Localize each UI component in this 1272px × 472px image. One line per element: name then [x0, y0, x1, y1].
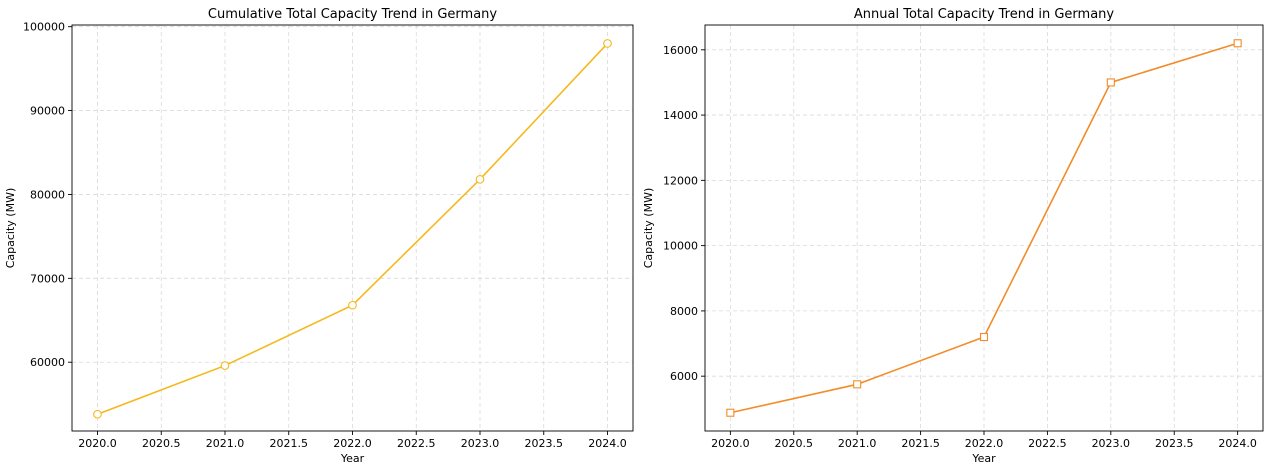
x-tick-label: 2023.0 [1092, 437, 1131, 450]
chart-panel-1: 2020.0 2020.5 2021.0 2021.5 2022.0 2022.5 2023… [4, 7, 634, 465]
x-tick-label: 2021.5 [901, 437, 940, 450]
x-tick-label: 2022.5 [1028, 437, 1067, 450]
x-tick-label: 2021.0 [838, 437, 877, 450]
x-tick-label: 2023.0 [461, 437, 500, 450]
y-tick-label: 12000 [663, 174, 698, 187]
data-point [1106, 78, 1115, 87]
data-point [603, 39, 612, 48]
x-tick-label: 2021.0 [206, 437, 245, 450]
x-tick-label: 2022.5 [397, 437, 436, 450]
chart-panel-2: 2020.0 2020.5 2021.0 2021.5 2022.0 2022.5 2023… [642, 7, 1264, 465]
chart-title: Annual Total Capacity Trend in Germany [854, 7, 1115, 22]
x-tick-label: 2024.0 [1218, 437, 1257, 450]
y-tick-label: 70000 [30, 272, 65, 285]
data-point [853, 380, 862, 389]
x-tick-label: 2024.0 [588, 437, 627, 450]
y-tick-label: 90000 [30, 105, 65, 118]
x-tick-label: 2020.0 [78, 437, 117, 450]
x-tick-label: 2023.5 [1155, 437, 1194, 450]
y-tick-label: 60000 [30, 356, 65, 369]
y-tick-label: 80000 [30, 188, 65, 201]
y-axis-label: Capacity (MW) [642, 188, 655, 269]
y-tick-label: 6000 [670, 370, 698, 383]
chart-title: Cumulative Total Capacity Trend in Germa… [208, 7, 498, 22]
data-point [348, 300, 357, 310]
y-tick-label: 14000 [663, 109, 698, 122]
data-point [475, 174, 485, 184]
x-tick-label: 2020.5 [142, 437, 181, 450]
y-tick-label: 16000 [663, 44, 698, 57]
data-point [979, 332, 989, 342]
x-tick-label: 2020.5 [775, 437, 814, 450]
data-point [93, 409, 102, 419]
x-tick-label: 2020.0 [711, 437, 750, 450]
x-tick-label: 2022.0 [333, 437, 372, 450]
data-point [726, 408, 735, 417]
y-tick-label: 8000 [670, 305, 698, 318]
x-tick-label: 2022.0 [965, 437, 1004, 450]
data-point [1233, 39, 1242, 48]
x-axis-label: Year [340, 452, 365, 465]
y-axis-label: Capacity (MW) [4, 188, 17, 269]
y-tick-label: 100000 [23, 21, 65, 34]
x-tick-label: 2023.5 [525, 437, 564, 450]
y-tick-label: 10000 [663, 240, 698, 253]
x-axis-label: Year [971, 452, 996, 465]
data-point [220, 361, 230, 370]
x-tick-label: 2021.5 [270, 437, 309, 450]
